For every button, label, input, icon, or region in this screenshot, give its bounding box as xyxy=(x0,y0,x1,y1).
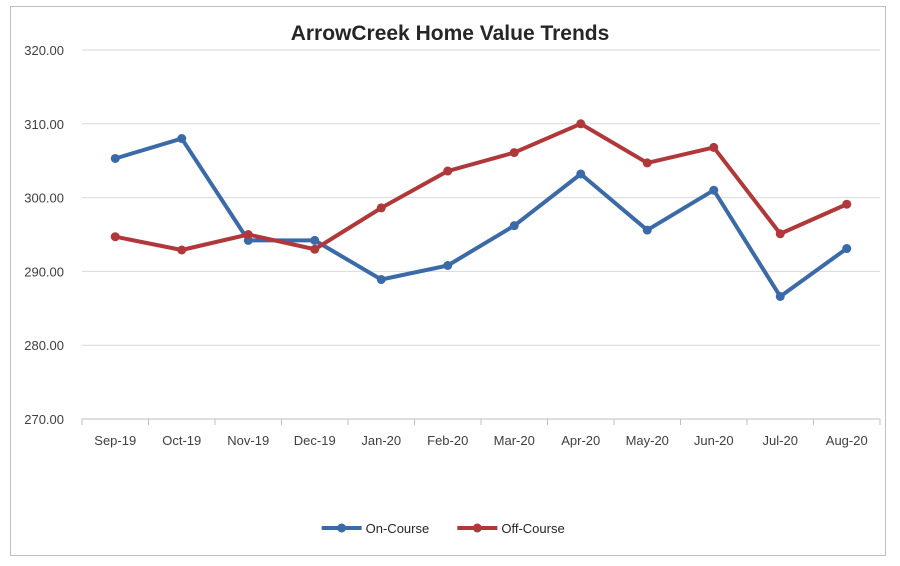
y-tick-label: 290.00 xyxy=(24,264,64,279)
data-point-on-course xyxy=(376,275,386,285)
legend-marker-on-course xyxy=(337,523,347,533)
data-point-on-course xyxy=(110,153,120,163)
x-tick-label: Jun-20 xyxy=(694,433,734,448)
data-point-off-course xyxy=(310,244,320,254)
y-tick-label: 280.00 xyxy=(24,338,64,353)
x-tick-label: Aug-20 xyxy=(826,433,868,448)
series-group xyxy=(110,119,852,301)
data-point-on-course xyxy=(177,134,187,144)
series-line-on-course xyxy=(113,136,849,299)
data-point-on-course xyxy=(709,185,719,195)
y-tick-label: 320.00 xyxy=(24,43,64,58)
data-point-off-course xyxy=(642,158,652,168)
x-tick-label: May-20 xyxy=(626,433,669,448)
x-tick-label: Jul-20 xyxy=(763,433,798,448)
x-tick-label: Oct-19 xyxy=(162,433,201,448)
chart-frame xyxy=(10,6,886,556)
data-point-on-course xyxy=(775,291,785,301)
y-tick-label: 300.00 xyxy=(24,191,64,206)
chart-title: ArrowCreek Home Value Trends xyxy=(291,22,610,45)
x-tick-label: Feb-20 xyxy=(427,433,468,448)
data-point-off-course xyxy=(243,230,253,239)
data-point-off-course xyxy=(376,203,386,213)
x-tick-label: Apr-20 xyxy=(561,433,600,448)
data-point-off-course xyxy=(443,166,453,176)
gridlines xyxy=(82,49,880,420)
y-tick-label: 310.00 xyxy=(24,117,64,132)
data-point-on-course xyxy=(310,235,320,245)
data-point-on-course xyxy=(509,221,519,231)
data-point-on-course xyxy=(642,225,652,235)
y-axis: 270.00 280.00 290.00 300.00 310.00 320.00 xyxy=(24,43,64,427)
legend-label-on-course: On-Course xyxy=(366,521,430,536)
x-tick-label: Nov-19 xyxy=(227,433,269,448)
data-point-off-course xyxy=(775,229,785,239)
data-point-off-course xyxy=(576,119,586,129)
data-point-off-course xyxy=(177,245,187,255)
x-axis: Sep-19 Oct-19 Nov-19 Dec-19 Jan-20 Feb-20 Mar-… xyxy=(81,419,881,448)
y-tick-label: 270.00 xyxy=(24,412,64,427)
data-point-off-course xyxy=(842,199,852,209)
legend: On-Course Off-Course xyxy=(321,521,565,536)
series-line-off-course xyxy=(113,121,849,252)
x-tick-label: Mar-20 xyxy=(494,433,535,448)
x-tick-label: Jan-20 xyxy=(361,433,401,448)
data-point-on-course xyxy=(842,244,852,254)
data-point-on-course xyxy=(576,169,586,179)
data-point-on-course xyxy=(443,260,453,270)
legend-label-off-course: Off-Course xyxy=(501,521,564,536)
data-point-off-course xyxy=(110,232,120,242)
x-tick-label: Dec-19 xyxy=(294,433,336,448)
x-tick-label: Sep-19 xyxy=(94,433,136,448)
data-point-off-course xyxy=(509,148,519,158)
legend-marker-off-course xyxy=(472,523,482,533)
data-point-off-course xyxy=(709,142,719,152)
